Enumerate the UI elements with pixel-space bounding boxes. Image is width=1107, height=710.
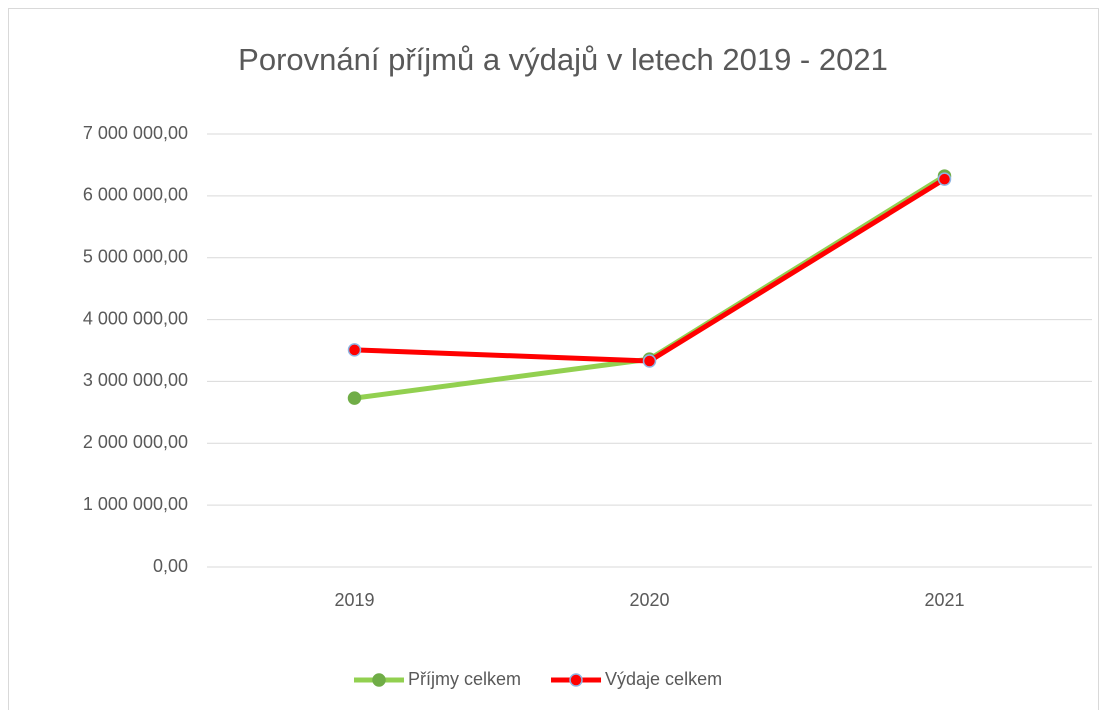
chart-title: Porovnání příjmů a výdajů v letech 2019 … <box>238 42 888 77</box>
chart-border <box>8 8 1099 710</box>
legend-label: Příjmy celkem <box>408 669 521 689</box>
x-tick-label: 2019 <box>334 590 374 610</box>
y-tick-label: 0,00 <box>153 556 188 576</box>
y-tick-label: 6 000 000,00 <box>83 185 188 205</box>
legend-marker <box>569 673 583 687</box>
legend-label: Výdaje celkem <box>605 669 722 689</box>
y-tick-label: 3 000 000,00 <box>83 370 188 390</box>
y-tick-label: 7 000 000,00 <box>83 123 188 143</box>
x-tick-label: 2021 <box>924 590 964 610</box>
point <box>642 354 657 368</box>
x-tick-label: 2020 <box>629 590 669 610</box>
point <box>347 391 362 405</box>
point <box>937 172 952 186</box>
y-tick-label: 2 000 000,00 <box>83 432 188 452</box>
point <box>347 343 362 357</box>
y-tick-label: 5 000 000,00 <box>83 246 188 266</box>
legend-marker <box>372 673 386 687</box>
y-tick-label: 4 000 000,00 <box>83 308 188 328</box>
y-tick-label: 1 000 000,00 <box>83 494 188 514</box>
series-line <box>354 177 946 364</box>
